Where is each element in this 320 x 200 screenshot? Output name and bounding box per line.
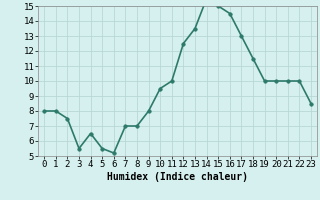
X-axis label: Humidex (Indice chaleur): Humidex (Indice chaleur) bbox=[107, 172, 248, 182]
